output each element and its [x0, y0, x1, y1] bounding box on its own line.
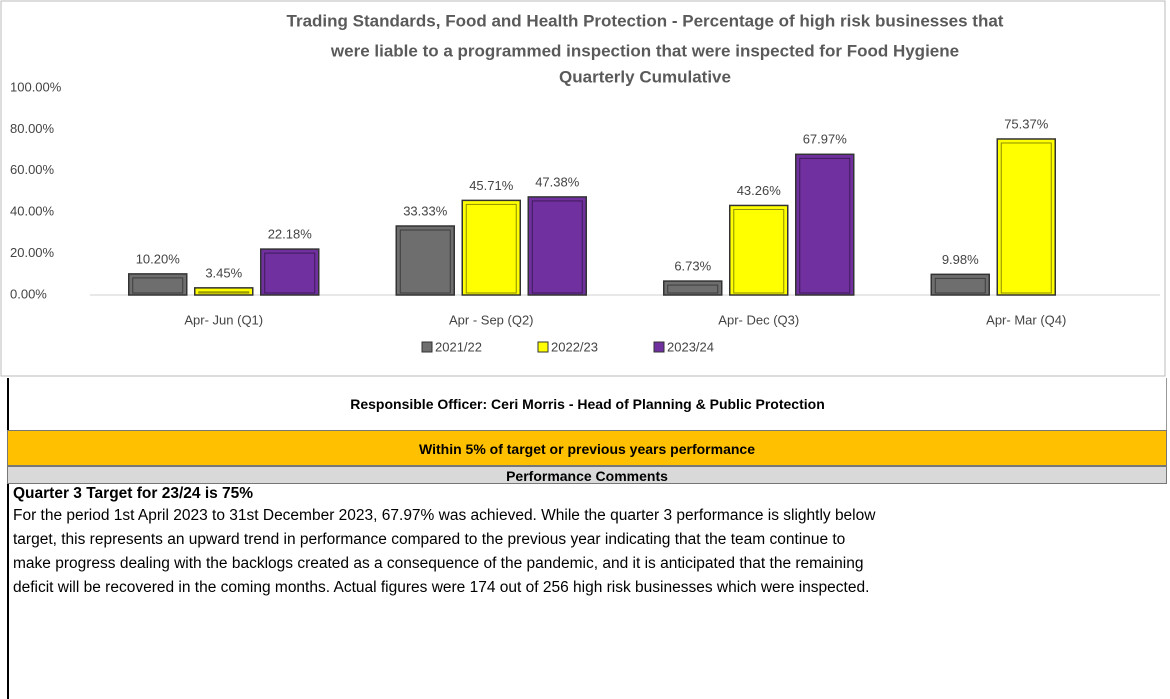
bar-bevel [264, 252, 316, 294]
value-label: 33.33% [403, 203, 448, 218]
legend-swatch [421, 341, 433, 353]
bar [930, 273, 990, 296]
x-tick-label: Apr- Mar (Q4) [986, 312, 1066, 327]
y-tick-label: 20.00% [10, 245, 55, 260]
y-tick-label: 80.00% [10, 121, 55, 136]
value-label: 10.20% [136, 251, 181, 266]
chart: Trading Standards, Food and Health Prote… [0, 0, 1166, 377]
status: Within 5% of target or previous years pe… [7, 430, 1167, 466]
bar-bevel [531, 200, 583, 294]
value-label: 75.37% [1004, 116, 1049, 131]
value-label: 6.73% [674, 259, 711, 274]
legend-label: 2021/22 [435, 339, 482, 354]
chart-frame [0, 0, 1166, 377]
chart-title: were liable to a programmed inspection t… [330, 41, 959, 60]
chart-title: Quarterly Cumulative [559, 67, 731, 86]
x-tick-label: Apr- Dec (Q3) [718, 312, 799, 327]
chart-title: Trading Standards, Food and Health Prote… [287, 11, 1004, 30]
comment-line: target, this represents an upward trend … [13, 531, 846, 548]
comments: Quarter 3 Target for 23/24 is 75% For th… [7, 484, 1167, 699]
y-tick-label: 100.00% [10, 79, 62, 94]
value-label: 47.38% [535, 174, 580, 189]
comment-line: make progress dealing with the backlogs … [13, 555, 864, 572]
legend-label: 2022/23 [551, 339, 598, 354]
bar [527, 196, 587, 296]
value-label: 67.97% [803, 132, 848, 147]
bar [795, 153, 855, 296]
bar-bevel [667, 284, 719, 294]
comments-heading: Performance Comments [7, 466, 1167, 484]
value-label: 43.26% [737, 183, 782, 198]
bar-bevel [198, 291, 250, 294]
x-tick-label: Apr - Sep (Q2) [449, 312, 534, 327]
bar [194, 287, 254, 296]
legend-swatch [653, 341, 665, 353]
bar [395, 225, 455, 296]
target: Quarter 3 Target for 23/24 is 75% [13, 485, 254, 502]
value-label: 3.45% [205, 265, 242, 280]
bar [729, 204, 789, 296]
bar-bevel [733, 208, 785, 294]
bar-bevel [399, 229, 451, 294]
y-tick-label: 0.00% [10, 286, 47, 301]
officer: Responsible Officer: Ceri Morris - Head … [7, 378, 1167, 430]
value-label: 45.71% [469, 178, 514, 193]
bar-bevel [799, 157, 851, 294]
y-tick-label: 40.00% [10, 204, 55, 219]
bar [260, 248, 320, 296]
value-label: 9.98% [942, 252, 979, 267]
legend-swatch [537, 341, 549, 353]
comment-line: deficit will be recovered in the coming … [13, 579, 870, 596]
bar-bevel [132, 277, 184, 294]
bar [128, 273, 188, 296]
x-tick-label: Apr- Jun (Q1) [184, 312, 263, 327]
bar-bevel [934, 277, 986, 294]
bar-bevel [1000, 142, 1052, 294]
bar [996, 138, 1056, 296]
value-label: 22.18% [268, 227, 313, 242]
bar [663, 280, 723, 296]
comment-line: For the period 1st April 2023 to 31st De… [13, 507, 876, 524]
legend-label: 2023/24 [667, 339, 714, 354]
bar-bevel [465, 203, 517, 294]
y-tick-label: 60.00% [10, 162, 55, 177]
bar [461, 199, 521, 296]
